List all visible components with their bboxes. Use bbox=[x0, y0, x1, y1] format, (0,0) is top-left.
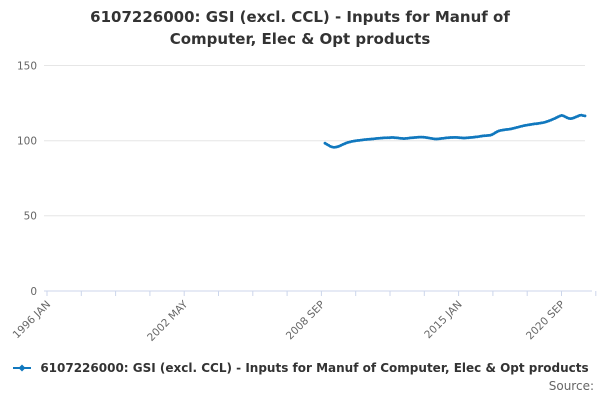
x-axis-tick-label: 2020 SEP bbox=[524, 299, 568, 343]
x-axis-tick-label: 2015 JAN bbox=[422, 299, 464, 341]
series-line bbox=[323, 113, 587, 149]
x-axis-tick-label: 2002 MAY bbox=[145, 298, 191, 344]
legend-label: 6107226000: GSI (excl. CCL) - Inputs for… bbox=[40, 361, 589, 375]
series-point bbox=[583, 114, 587, 118]
y-axis-tick-label: 150 bbox=[17, 60, 37, 72]
page-title: 6107226000: GSI (excl. CCL) - Inputs for… bbox=[90, 8, 510, 48]
y-axis-tick-label: 100 bbox=[17, 136, 37, 148]
series-legend-marker-icon bbox=[13, 364, 32, 372]
x-axis-tick-label: 1996 JAN bbox=[11, 299, 53, 341]
source-label: Source: bbox=[548, 379, 594, 393]
legend-item[interactable]: 6107226000: GSI (excl. CCL) - Inputs for… bbox=[11, 361, 589, 375]
legend: 6107226000: GSI (excl. CCL) - Inputs for… bbox=[0, 361, 600, 375]
x-axis-tick-label: 2008 SEP bbox=[284, 299, 328, 343]
y-axis-tick-label: 50 bbox=[24, 211, 37, 223]
y-axis-tick-label: 0 bbox=[30, 286, 37, 298]
